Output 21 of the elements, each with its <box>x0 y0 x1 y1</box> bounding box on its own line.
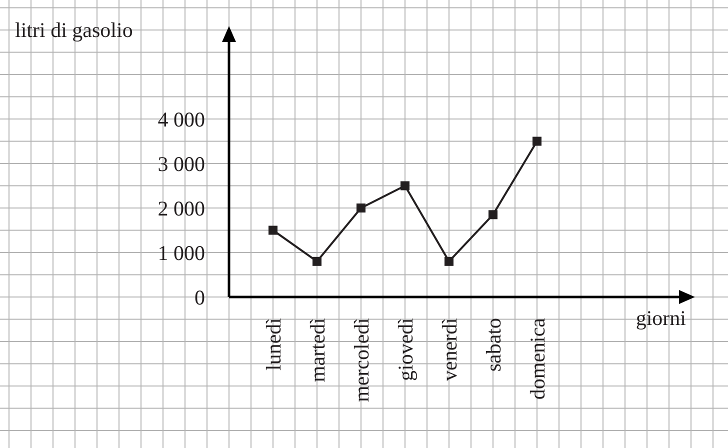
point <box>444 256 454 266</box>
y-tick-label: 0 <box>194 285 205 310</box>
x-tick-label: sabato <box>481 318 506 372</box>
point <box>532 136 542 146</box>
x-tick-label: giovedì <box>393 318 418 381</box>
point <box>488 210 498 220</box>
y-tick-label: 3 000 <box>158 152 205 176</box>
x-tick-label: martedì <box>305 318 330 382</box>
y-tick-label: 2 000 <box>158 196 205 220</box>
y-tick-label: 1 000 <box>158 240 205 265</box>
point <box>356 204 366 212</box>
x-tick-label: lunedì <box>261 318 286 370</box>
point <box>312 256 322 266</box>
y-axis-title: litri di gasolio <box>15 18 133 42</box>
point <box>268 226 278 235</box>
x-axis-title: giorni <box>636 306 686 330</box>
x-tick-label: domenica <box>525 317 550 400</box>
point <box>400 181 410 190</box>
x-tick-label: venerdì <box>437 318 462 381</box>
y-tick-label: 4 000 <box>158 107 205 132</box>
x-tick-label: mercoledì <box>349 318 374 402</box>
